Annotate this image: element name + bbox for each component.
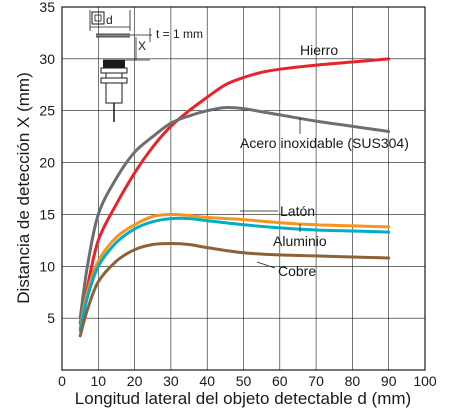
- x-tick-label: 10: [91, 373, 107, 389]
- series-label-4: Cobre: [278, 263, 316, 279]
- x-tick-label: 0: [58, 373, 66, 389]
- x-tick-label: 80: [345, 373, 361, 389]
- series-line-2: [78, 212, 391, 330]
- x-tick-label: 40: [199, 373, 215, 389]
- y-tick-label: 30: [39, 51, 55, 67]
- sensor-diagram: d t = 1 mm X: [89, 10, 203, 122]
- x-tick-label: 90: [381, 373, 397, 389]
- inset-d-label: d: [106, 13, 113, 27]
- inset-x-label: X: [138, 39, 146, 53]
- series-line-4: [78, 242, 391, 338]
- x-axis-label: Longitud lateral del objeto detectable d…: [75, 389, 411, 408]
- x-tick-label: 20: [127, 373, 143, 389]
- series-layer: [78, 57, 391, 338]
- x-tick-label: 100: [413, 373, 437, 389]
- series-label-leader: [256, 261, 276, 269]
- y-tick-label: 10: [39, 258, 55, 274]
- x-tick-label: 70: [308, 373, 324, 389]
- inset-t-label: t = 1 mm: [156, 27, 203, 41]
- x-tick-label: 30: [163, 373, 179, 389]
- y-tick-labels: 5 10 15 20 25 30 35: [39, 0, 55, 326]
- x-tick-label: 60: [272, 373, 288, 389]
- y-tick-label: 20: [39, 155, 55, 171]
- y-tick-label: 15: [39, 206, 55, 222]
- x-tick-label: 50: [236, 373, 252, 389]
- y-tick-label: 5: [47, 310, 55, 326]
- y-tick-label: 35: [39, 0, 55, 15]
- x-tick-labels: 0 10 20 30 40 50 60 70 80 90 100: [58, 373, 437, 389]
- y-axis-label: Distancia de detección X (mm): [14, 72, 33, 303]
- grid: [62, 7, 425, 370]
- series-line-0: [78, 57, 391, 325]
- series-label-layer: Hierro Acero inoxidable (SUS304) Latón Alum…: [240, 42, 409, 279]
- series-line-1: [78, 106, 391, 320]
- series-line-3: [78, 216, 391, 333]
- series-label-3: Aluminio: [273, 233, 327, 249]
- series-label-2: Latón: [280, 203, 315, 219]
- series-label-1: Acero inoxidable (SUS304): [240, 135, 409, 151]
- y-tick-label: 25: [39, 103, 55, 119]
- series-label-0: Hierro: [300, 42, 338, 58]
